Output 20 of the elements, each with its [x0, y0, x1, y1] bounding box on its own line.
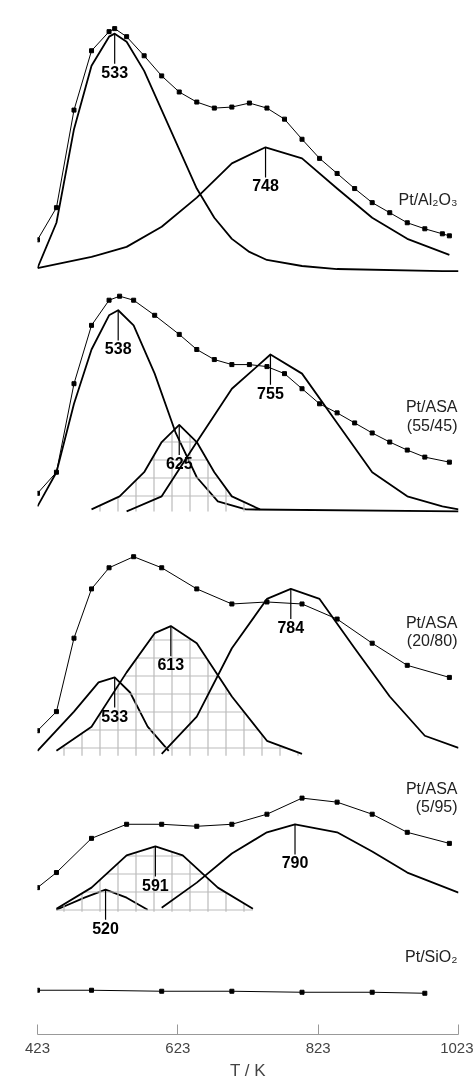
annotation: 755	[257, 384, 284, 402]
annotation: 748	[252, 177, 279, 195]
annotation: 613	[157, 656, 185, 674]
x-tick-label: 423	[24, 1038, 51, 1056]
annotation: 790	[281, 854, 309, 872]
annotation: 538	[104, 340, 132, 358]
series-label: Pt/SiO₂	[405, 948, 458, 966]
series-label: Pt/ASA (20/80)	[405, 613, 458, 650]
annotation: 591	[142, 876, 169, 894]
series-label: Pt/ASA (5/95)	[405, 779, 458, 816]
series-label: Pt/ASA (55/45)	[405, 398, 458, 435]
x-tick-label: 1023	[440, 1038, 473, 1056]
annotation: 533	[101, 707, 129, 725]
annotation: 784	[277, 619, 305, 637]
annotation: 520	[92, 919, 120, 937]
x-axis-title: T / K	[230, 1060, 267, 1080]
annotation: 533	[101, 63, 129, 81]
series-label: Pt/Al₂O₃	[398, 190, 458, 208]
x-tick-label: 823	[305, 1038, 331, 1056]
x-tick-label: 623	[165, 1038, 191, 1056]
